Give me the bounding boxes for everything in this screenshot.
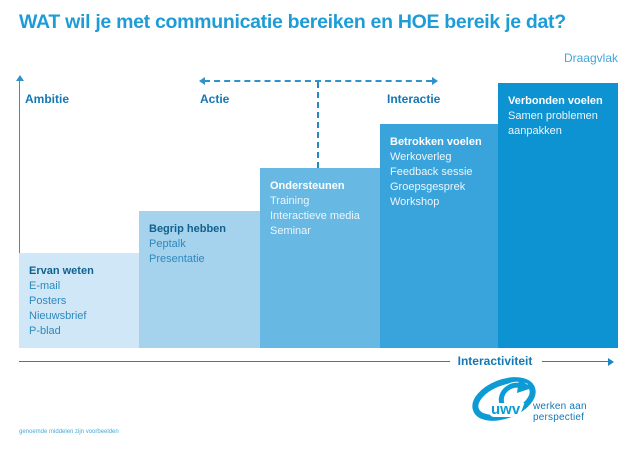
draagvlak-range-dashed-line — [204, 80, 432, 82]
block-item: P-blad — [29, 325, 61, 337]
category-label-interactie: Interactie — [387, 92, 441, 106]
step-block-verbonden-voelen: Verbonden voelen Samen problemen aanpakk… — [498, 83, 618, 348]
block-title: Verbonden voelen — [508, 95, 603, 107]
block-items: Samen problemen aanpakken — [508, 109, 608, 139]
block-title: Begrip hebben — [149, 223, 227, 235]
category-label-ambitie: Ambitie — [25, 92, 70, 106]
block-items: Peptalk Presentatie — [149, 237, 250, 267]
category-label-actie: Actie — [200, 92, 230, 106]
block-item: Nieuwsbrief — [29, 310, 87, 322]
block-items: Werkoverleg Feedback sessie Groepsgesprek W… — [390, 150, 488, 210]
y-axis-arrow-icon — [16, 75, 24, 81]
logo-tagline: werken aan perspectief — [533, 401, 587, 423]
block-item: Werkoverleg — [390, 151, 452, 163]
block-items: Training Interactieve media Seminar — [270, 194, 370, 239]
block-item: Peptalk — [149, 238, 186, 250]
dashed-arrow-left-icon — [199, 77, 205, 85]
interactivity-axis-line-right — [542, 361, 608, 362]
block-title: Ondersteunen — [270, 180, 345, 192]
draagvlak-label: Draagvlak — [563, 51, 618, 65]
block-item: Samen problemen aanpakken — [508, 110, 598, 137]
block-item: Feedback sessie — [390, 166, 473, 178]
uwv-logo-icon: uwv — [472, 377, 536, 421]
block-item: Seminar — [270, 225, 311, 237]
block-items: E-mail Posters Nieuwsbrief P-blad — [29, 279, 129, 339]
step-block-ondersteunen: Ondersteunen Training Interactieve media S… — [260, 168, 380, 348]
block-title: Ervan weten — [29, 265, 94, 277]
interactivity-arrow-icon — [608, 358, 614, 366]
dashed-arrow-right-icon — [432, 77, 438, 85]
block-item: Presentatie — [149, 253, 205, 265]
step-block-ervan-weten: Ervan weten E-mail Posters Nieuwsbrief P-bl… — [19, 253, 139, 348]
uwv-logo-text: uwv — [491, 401, 521, 418]
slide-title: WAT wil je met communicatie bereiken en … — [19, 11, 566, 33]
interactivity-axis-line-left — [19, 361, 450, 362]
block-item: Groepsgesprek — [390, 181, 466, 193]
block-title: Betrokken voelen — [390, 136, 482, 148]
block-item: E-mail — [29, 280, 61, 292]
y-axis-line — [19, 80, 20, 253]
step-block-begrip-hebben: Begrip hebben Peptalk Presentatie — [139, 211, 260, 348]
interactivity-axis-label: Interactiviteit — [450, 354, 540, 368]
block-item: Interactieve media — [270, 210, 360, 222]
block-item: Training — [270, 195, 310, 207]
step-block-betrokken-voelen: Betrokken voelen Werkoverleg Feedback ses… — [380, 124, 498, 348]
block-item: Posters — [29, 295, 67, 307]
block-item: Workshop — [390, 196, 440, 208]
footnote: genoemde middelen zijn voorbeelden — [19, 429, 119, 435]
